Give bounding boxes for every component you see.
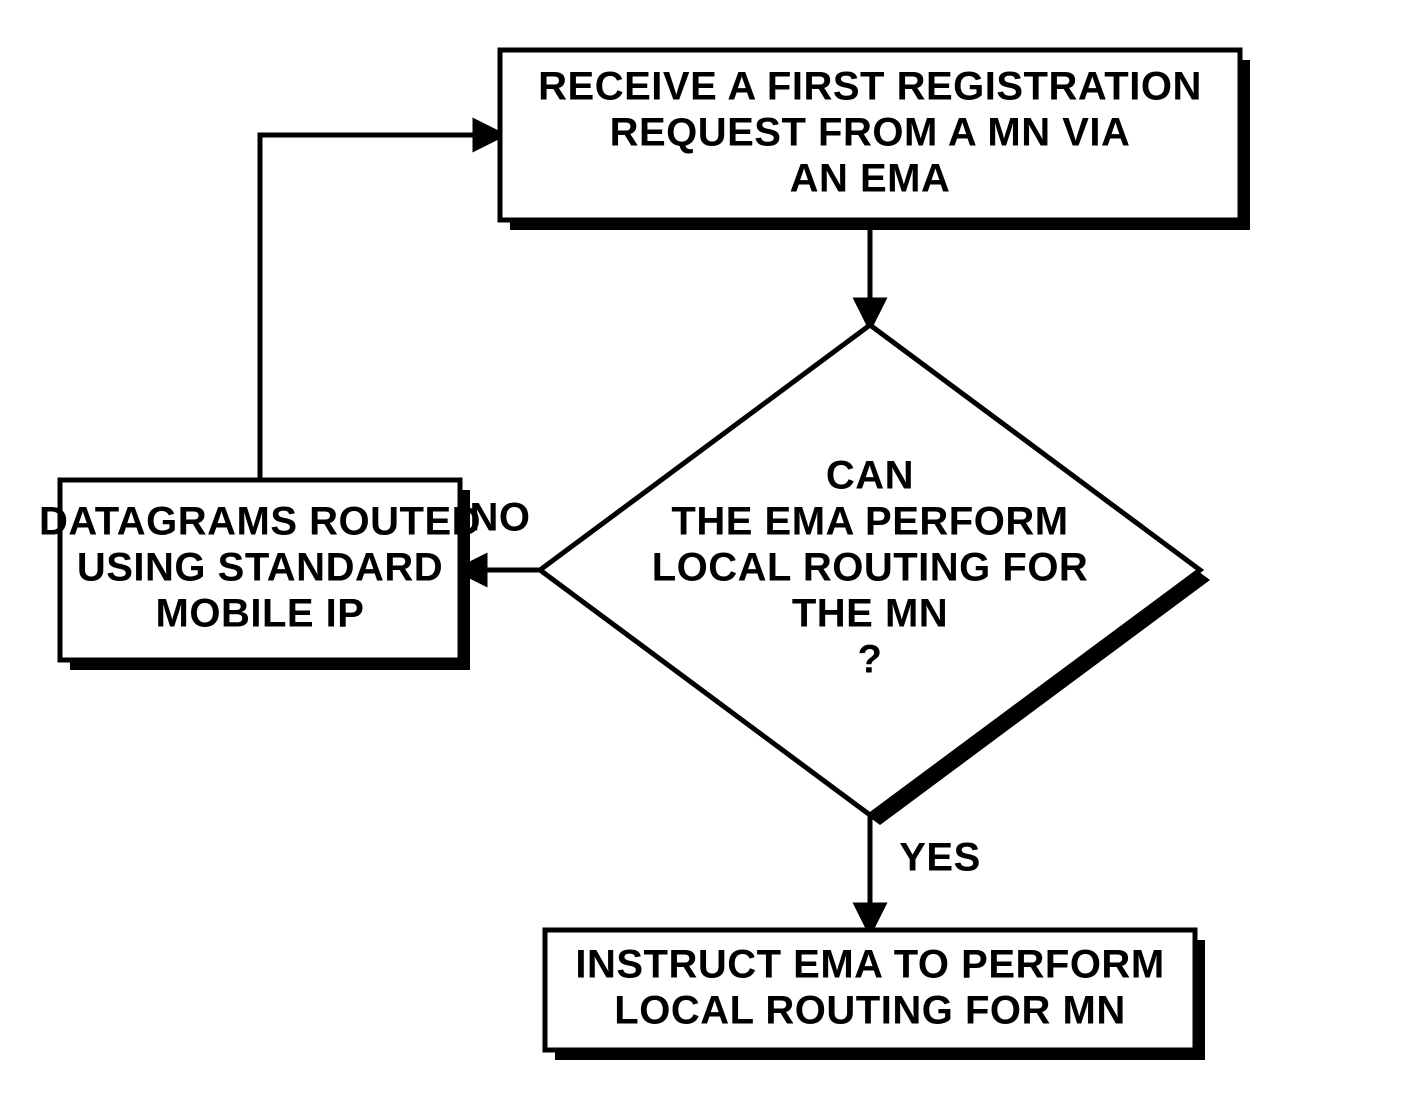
node-receive-line-2: AN EMA xyxy=(790,157,951,201)
node-decision-line-1: THE EMA PERFORM xyxy=(671,500,1068,544)
node-decision-line-2: LOCAL ROUTING FOR xyxy=(652,546,1089,590)
node-decision: CANTHE EMA PERFORMLOCAL ROUTING FORTHE M… xyxy=(540,325,1210,825)
edge-label-no: NO xyxy=(470,496,531,540)
node-standard-line-2: MOBILE IP xyxy=(156,592,365,636)
node-instruct: INSTRUCT EMA TO PERFORMLOCAL ROUTING FOR… xyxy=(545,930,1205,1060)
node-receive: RECEIVE A FIRST REGISTRATIONREQUEST FROM… xyxy=(500,50,1250,230)
node-receive-line-0: RECEIVE A FIRST REGISTRATION xyxy=(538,65,1202,109)
node-decision-line-4: ? xyxy=(858,638,883,682)
edge-standard-receive xyxy=(260,135,500,480)
node-instruct-line-1: LOCAL ROUTING FOR MN xyxy=(614,989,1125,1033)
edge-label-yes: YES xyxy=(899,836,981,880)
node-decision-line-3: THE MN xyxy=(792,592,948,636)
node-decision-line-0: CAN xyxy=(826,454,914,498)
node-instruct-line-0: INSTRUCT EMA TO PERFORM xyxy=(575,943,1164,987)
node-standard: DATAGRAMS ROUTEDUSING STANDARDMOBILE IP xyxy=(39,480,481,670)
node-standard-line-0: DATAGRAMS ROUTED xyxy=(39,500,481,544)
node-standard-line-1: USING STANDARD xyxy=(77,546,443,590)
node-receive-line-1: REQUEST FROM A MN VIA xyxy=(610,111,1131,155)
